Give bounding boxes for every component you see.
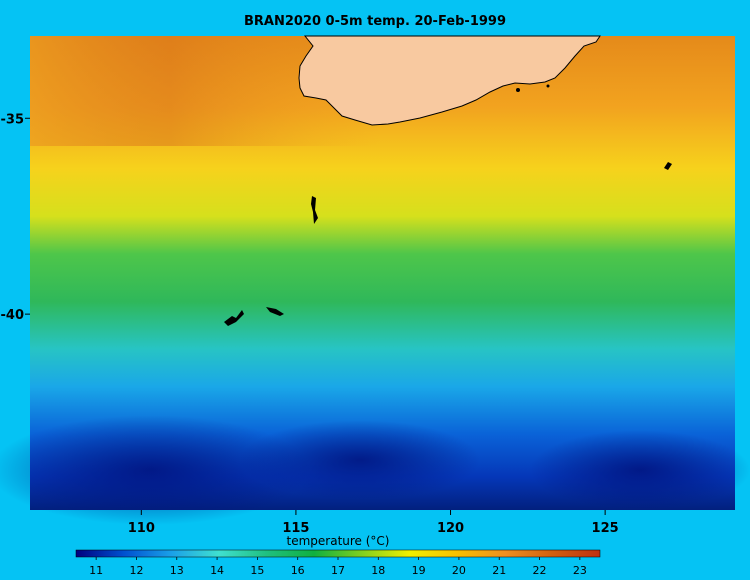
island [546, 84, 550, 88]
colorbar-tick-label: 15 [250, 564, 264, 577]
colorbar-tick-label: 14 [210, 564, 224, 577]
colorbar-tick-label: 16 [291, 564, 305, 577]
colorbar-tick-label: 20 [452, 564, 466, 577]
cold-water-patch [0, 415, 310, 525]
land-mass [298, 35, 601, 126]
island [266, 307, 284, 316]
colorbar-tick-label: 21 [492, 564, 506, 577]
map-title: BRAN2020 0-5m temp. 20-Feb-1999 [243, 14, 506, 29]
x-axis-ticks: 110 115 120 125 [128, 510, 619, 536]
colorbar-tick-label: 13 [170, 564, 184, 577]
colorbar-tick-label: 22 [533, 564, 547, 577]
colorbar-tick-label: 17 [331, 564, 345, 577]
island [516, 88, 520, 92]
colorbar-bar [75, 549, 601, 558]
colorbar-tick-label: 11 [89, 564, 103, 577]
colorbar-title: temperature (°C) [286, 534, 390, 548]
x-tick-label: 110 [128, 521, 155, 536]
y-axis-ticks: -35 -40 [1, 112, 30, 323]
colorbar-tick-label: 18 [371, 564, 385, 577]
colorbar-ticks: 11 12 13 14 15 16 17 18 19 20 21 22 23 [89, 557, 587, 577]
colorbar-tick-label: 12 [129, 564, 143, 577]
cold-water-patch-3 [530, 430, 750, 510]
x-tick-label: 115 [282, 521, 309, 536]
island [664, 162, 672, 170]
colorbar-tick-label: 23 [573, 564, 587, 577]
colorbar-tick-label: 19 [412, 564, 426, 577]
y-tick-label: -35 [1, 112, 25, 127]
island [224, 310, 244, 326]
cold-water-patch-2 [240, 420, 480, 500]
y-tick-label: -40 [1, 308, 25, 323]
island [311, 196, 318, 224]
x-tick-label: 125 [592, 521, 619, 536]
x-tick-label: 120 [437, 521, 464, 536]
